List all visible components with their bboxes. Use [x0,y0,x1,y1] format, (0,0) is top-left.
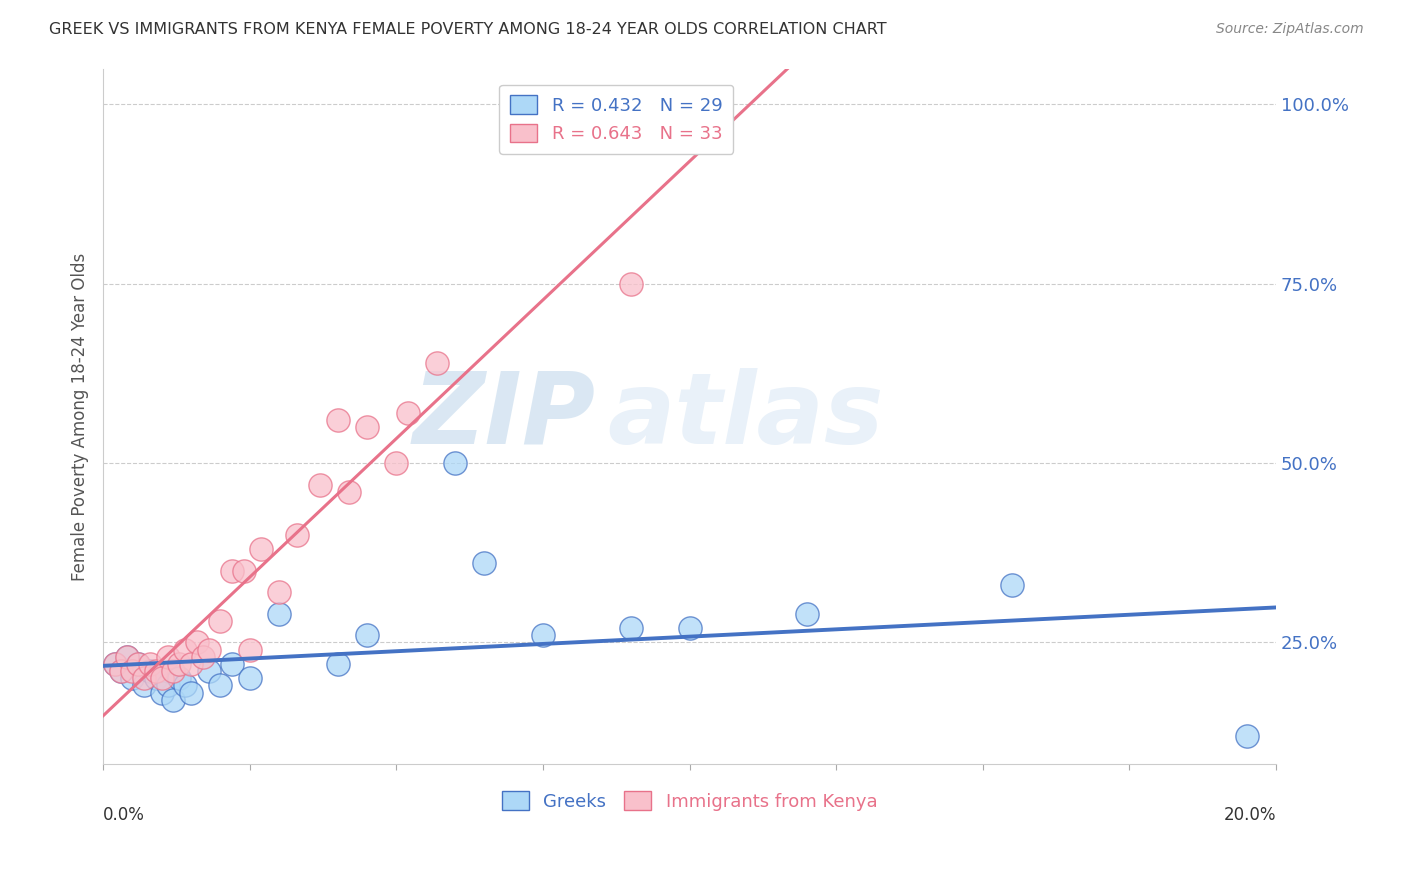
Y-axis label: Female Poverty Among 18-24 Year Olds: Female Poverty Among 18-24 Year Olds [72,252,89,581]
Point [356,628,378,642]
Text: Source: ZipAtlas.com: Source: ZipAtlas.com [1216,22,1364,37]
Text: GREEK VS IMMIGRANTS FROM KENYA FEMALE POVERTY AMONG 18-24 YEAR OLDS CORRELATION : GREEK VS IMMIGRANTS FROM KENYA FEMALE PO… [49,22,887,37]
Point [209,678,232,692]
Point [134,671,156,685]
Point [110,664,132,678]
Point [356,420,378,434]
Point [339,484,361,499]
Point [174,678,197,692]
Point [110,664,132,678]
Point [169,657,191,671]
Point [169,671,191,685]
Point [162,664,184,678]
Point [121,671,143,685]
Point [139,657,162,671]
Point [620,621,643,635]
Point [150,685,173,699]
Point [221,657,243,671]
Point [239,642,262,657]
Point [326,657,349,671]
Point [191,649,214,664]
Point [209,614,232,628]
Point [186,635,208,649]
Point [472,557,495,571]
Point [180,685,202,699]
Point [326,413,349,427]
Point [426,356,449,370]
Point [174,642,197,657]
Legend: Greeks, Immigrants from Kenya: Greeks, Immigrants from Kenya [495,784,884,818]
Point [145,664,167,678]
Point [1236,729,1258,743]
Point [156,649,179,664]
Point [145,671,167,685]
Point [309,477,332,491]
Point [134,678,156,692]
Point [267,585,290,599]
Point [104,657,127,671]
Point [385,456,408,470]
Point [250,542,273,557]
Text: 0.0%: 0.0% [103,806,145,824]
Point [221,564,243,578]
Point [267,607,290,621]
Point [180,657,202,671]
Point [1001,578,1024,592]
Point [531,628,554,642]
Text: atlas: atlas [607,368,884,465]
Text: ZIP: ZIP [413,368,596,465]
Point [115,649,138,664]
Text: 20.0%: 20.0% [1223,806,1277,824]
Point [620,277,643,291]
Point [396,406,419,420]
Point [104,657,127,671]
Point [232,564,254,578]
Point [127,657,149,671]
Point [162,692,184,706]
Point [239,671,262,685]
Point [150,671,173,685]
Point [156,678,179,692]
Point [444,456,467,470]
Point [197,664,219,678]
Point [139,664,162,678]
Point [115,649,138,664]
Point [796,607,818,621]
Point [678,621,700,635]
Point [678,119,700,133]
Point [127,657,149,671]
Point [121,664,143,678]
Point [285,527,308,541]
Point [197,642,219,657]
